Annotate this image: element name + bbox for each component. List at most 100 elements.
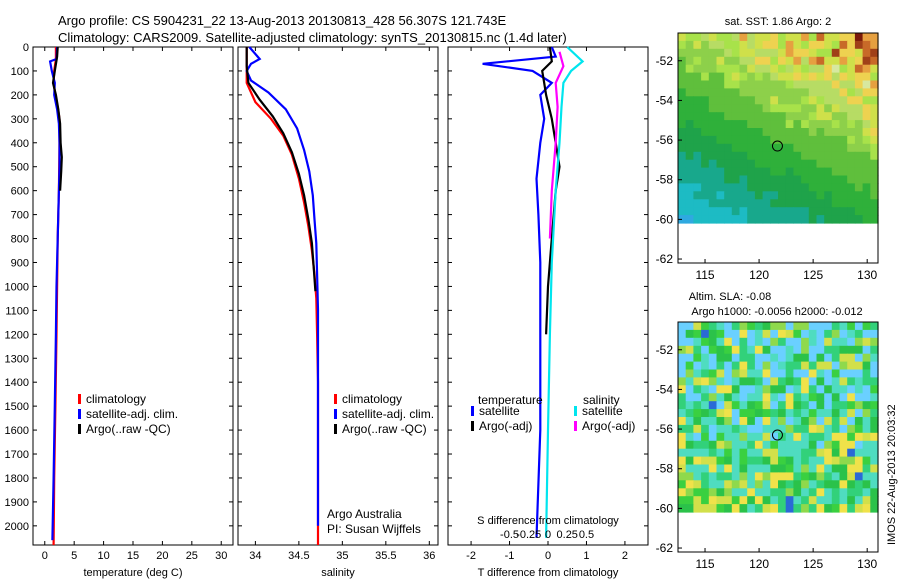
top-xtick-label: 0: [545, 529, 551, 541]
xtick-label: 0: [42, 550, 48, 562]
map-ytick-label: -62: [656, 541, 674, 555]
ytick-label: 1700: [5, 449, 29, 461]
imos-timestamp: IMOS 22-Aug-2013 20:03:32: [886, 404, 898, 545]
map-ytick-label: -52: [656, 343, 674, 357]
xtick-label: -1: [505, 550, 515, 562]
legend-swatch: [334, 424, 337, 434]
series-line-argo--adj-: [548, 51, 565, 239]
xtick-label: 35.5: [375, 550, 396, 562]
legend-swatch: [471, 406, 474, 416]
plot-frame-temperature: [32, 46, 234, 546]
ytick-label: 1600: [5, 425, 29, 437]
legend-label: climatology: [342, 392, 402, 406]
map-ytick-label: -60: [656, 501, 674, 515]
xtick-label: 5: [71, 550, 77, 562]
map-ytick-label: -54: [656, 382, 674, 396]
legend-heading-salinity: salinity: [583, 393, 620, 407]
xtick-label: 34.5: [288, 550, 309, 562]
series-line-argo---raw--qc-: [51, 46, 63, 191]
argo-position-marker: [771, 140, 783, 152]
ytick-label: 1100: [5, 305, 29, 317]
xtick-label: 25: [186, 550, 198, 562]
legend-swatch: [334, 409, 337, 419]
series-line-argo--adj-: [541, 46, 561, 335]
xtick-label: -2: [466, 550, 476, 562]
map-xtick-label: 115: [695, 268, 714, 282]
xtick-label: 10: [97, 550, 109, 562]
map-xtick-label: 130: [857, 557, 877, 571]
annotation-institution: Argo Australia: [327, 507, 402, 521]
map-xtick-label: 125: [803, 268, 823, 282]
top-xtick-label: -0.5: [500, 529, 519, 541]
map-ytick-label: -58: [656, 173, 674, 187]
map-frame-sst: [677, 32, 879, 264]
annotation-pi: PI: Susan Wijffels: [327, 522, 421, 536]
legend-heading-temperature: temperature: [478, 393, 543, 407]
sla-map-title: Altim. SLA: -0.08: [689, 291, 772, 303]
legend-swatch: [574, 421, 577, 431]
legend-label: Argo(-adj): [479, 419, 532, 433]
x-axis-label: temperature (deg C): [83, 567, 182, 579]
ytick-label: 100: [11, 66, 29, 78]
legend-label: satellite-adj. clim.: [342, 407, 434, 421]
climatology-title: Climatology: CARS2009. Satellite-adjuste…: [58, 30, 567, 45]
ytick-label: 600: [11, 186, 29, 198]
ytick-label: 1300: [5, 353, 29, 365]
ytick-label: 1800: [5, 473, 29, 485]
top-axis-label: S difference from climatology: [477, 515, 619, 527]
ytick-label: 1000: [5, 281, 29, 293]
ytick-label: 400: [11, 138, 29, 150]
ytick-label: 200: [11, 90, 29, 102]
legend-label: satellite: [479, 404, 520, 418]
legend-label: Argo(..raw -QC): [342, 422, 427, 436]
map-ytick-label: -56: [656, 422, 674, 436]
profile-title: Argo profile: CS 5904231_22 13-Aug-2013 …: [58, 13, 507, 28]
map-ytick-label: -56: [656, 133, 674, 147]
ytick-label: 1500: [5, 401, 29, 413]
series-line-climatology: [245, 47, 320, 545]
ytick-label: 700: [11, 210, 29, 222]
top-xtick-label: 0.5: [579, 529, 594, 541]
map-ytick-label: -62: [656, 252, 674, 266]
map-ytick-label: -52: [656, 54, 674, 68]
legend-label: satellite-adj. clim.: [86, 407, 178, 421]
sst-map-title: sat. SST: 1.86 Argo: 2: [725, 16, 831, 28]
sla-map-subtitle: Argo h1000: -0.0056 h2000: -0.012: [691, 306, 862, 318]
legend-label: climatology: [86, 392, 146, 406]
map-xtick-label: 120: [749, 557, 769, 571]
xtick-label: 30: [215, 550, 227, 562]
xtick-label: 1: [583, 550, 589, 562]
ytick-label: 2000: [5, 521, 29, 533]
legend-swatch: [78, 424, 81, 434]
xtick-label: 0: [545, 550, 551, 562]
plot-frame-salinity: [237, 46, 439, 546]
series-line-argo---raw--qc-: [245, 47, 317, 292]
legend-label: Argo(-adj): [582, 419, 635, 433]
ytick-label: 1900: [5, 497, 29, 509]
xtick-label: 35: [336, 550, 348, 562]
ytick-label: 300: [11, 114, 29, 126]
legend-swatch: [334, 394, 337, 404]
map-ytick-label: -58: [656, 462, 674, 476]
ytick-label: 0: [23, 42, 29, 54]
xtick-label: 20: [156, 550, 168, 562]
heatmap-sst: [678, 33, 879, 224]
map-xtick-label: 115: [695, 557, 714, 571]
series-line-satellite: [545, 46, 585, 538]
ytick-label: 500: [11, 162, 29, 174]
top-xtick-label: 0.25: [557, 529, 578, 541]
map-ytick-label: -54: [656, 93, 674, 107]
argo-position-marker: [771, 429, 783, 441]
ytick-label: 1200: [5, 329, 29, 341]
x-axis-label: salinity: [321, 567, 355, 579]
heatmap-sla: [678, 322, 879, 513]
ytick-label: 800: [11, 234, 29, 246]
top-xtick-label: -0.25: [516, 529, 541, 541]
legend-label: Argo(..raw -QC): [86, 422, 171, 436]
legend-swatch: [78, 394, 81, 404]
map-xtick-label: 120: [749, 268, 769, 282]
legend-swatch: [574, 406, 577, 416]
series-line-satellite-adj--clim-: [245, 46, 320, 526]
ytick-label: 900: [11, 257, 29, 269]
